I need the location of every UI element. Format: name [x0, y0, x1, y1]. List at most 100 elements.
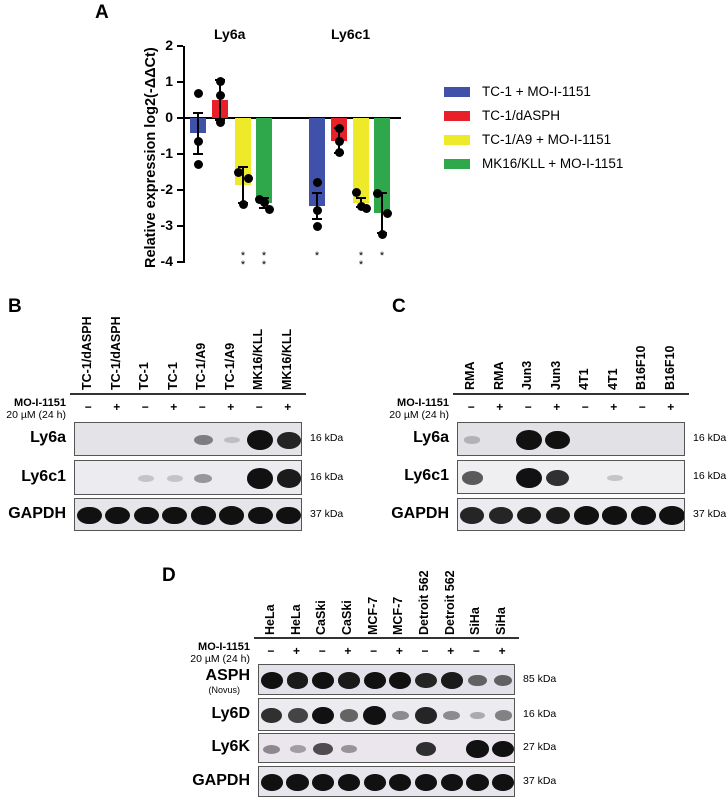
- treatment-drug-label: MO-I-1151: [397, 397, 449, 409]
- treatment-sign: −: [141, 400, 149, 414]
- protein-band: [493, 674, 513, 687]
- lane-label: 4T1: [577, 368, 592, 390]
- protein-band: [414, 774, 438, 791]
- significance-marker: * *: [358, 250, 364, 271]
- protein-band: [488, 507, 513, 524]
- protein-band: [287, 708, 308, 723]
- y-tick-mark: [177, 189, 183, 191]
- row-label: Ly6c1: [357, 467, 449, 485]
- treatment-sign: +: [610, 400, 618, 414]
- protein-band: [389, 672, 412, 689]
- protein-band: [391, 710, 409, 721]
- significance-marker: * *: [261, 250, 267, 271]
- lane-label: Detroit 562: [417, 570, 432, 635]
- data-point: [312, 206, 322, 216]
- data-point: [382, 208, 392, 218]
- legend-swatch: [444, 158, 470, 169]
- protein-band: [166, 475, 183, 482]
- blot-strip: [74, 422, 302, 456]
- protein-band: [516, 430, 543, 450]
- protein-band: [247, 468, 274, 489]
- protein-band: [440, 672, 463, 689]
- protein-band: [491, 740, 514, 758]
- treatment-dose-label: 20 µM (24 h): [190, 653, 250, 665]
- treatment-sign: +: [113, 400, 121, 414]
- lane-label: SiHa: [468, 607, 483, 635]
- treatment-sign: +: [496, 400, 504, 414]
- legend-swatch: [444, 134, 470, 145]
- y-tick-mark: [177, 45, 183, 47]
- lane-label: HeLa: [262, 604, 277, 635]
- y-tick-mark: [177, 117, 183, 119]
- lane-label: SiHa: [494, 607, 509, 635]
- protein-band: [312, 672, 335, 689]
- protein-band: [517, 506, 542, 525]
- protein-band: [219, 506, 245, 525]
- legend-item: MK16/KLL + MO-I-1151: [444, 156, 623, 171]
- protein-band: [516, 468, 543, 488]
- lane-label: CaSki: [314, 600, 329, 635]
- lane-label: TC-1/A9: [194, 342, 209, 390]
- data-point: [334, 148, 344, 158]
- error-bar: [242, 167, 244, 204]
- protein-band: [339, 709, 359, 722]
- y-tick-label: 0: [165, 109, 173, 125]
- molecular-weight-label: 27 kDa: [523, 741, 557, 753]
- treatment-sign: −: [638, 400, 646, 414]
- legend-item: TC-1 + MO-I-1151: [444, 84, 591, 99]
- treatment-sign: +: [284, 400, 292, 414]
- lane-label: Jun3: [520, 360, 535, 390]
- protein-band: [247, 430, 274, 450]
- lane-divider-line: [70, 393, 306, 395]
- lane-label: MK16/KLL: [279, 328, 294, 390]
- protein-band: [363, 774, 386, 791]
- y-tick-label: -2: [160, 181, 173, 197]
- protein-band: [312, 706, 335, 725]
- panel-label-b: B: [8, 296, 22, 317]
- blot-strip: [258, 733, 515, 763]
- blot-strip: [457, 460, 685, 494]
- molecular-weight-label: 16 kDa: [310, 432, 344, 444]
- protein-band: [247, 506, 273, 525]
- row-label: ASPH (Novus): [158, 667, 250, 695]
- treatment-sign: +: [447, 644, 455, 658]
- treatment-sign: −: [318, 644, 326, 658]
- y-tick-mark: [177, 225, 183, 227]
- protein-band: [440, 774, 463, 791]
- treatment-sign: +: [667, 400, 675, 414]
- blot-strip: [74, 460, 302, 495]
- protein-band: [465, 740, 489, 758]
- lane-label: RMA: [463, 361, 478, 390]
- legend-label: TC-1/dASPH: [482, 108, 561, 123]
- y-tick-label: 2: [165, 37, 173, 53]
- row-label-text: Ly6a: [413, 429, 449, 446]
- lane-label: MCF-7: [391, 596, 406, 635]
- data-point: [361, 204, 371, 214]
- lane-label: MCF-7: [365, 596, 380, 635]
- row-label-text: Ly6c1: [21, 467, 66, 485]
- blot-strip: [258, 698, 515, 731]
- treatment-sign: +: [498, 644, 506, 658]
- treatment-header: MO-I-1151 20 µM (24 h): [146, 641, 250, 665]
- protein-band: [193, 434, 213, 446]
- chart-group-title-ly6a: Ly6a: [214, 26, 246, 42]
- legend-label: MK16/KLL + MO-I-1151: [482, 156, 624, 171]
- lane-label: Jun3: [548, 360, 563, 390]
- molecular-weight-label: 16 kDa: [310, 470, 344, 483]
- panel-label-c: C: [392, 296, 406, 317]
- treatment-sign: −: [255, 400, 263, 414]
- error-cap: [259, 207, 269, 210]
- lane-label: MK16/KLL: [251, 328, 266, 390]
- blot-strip: [457, 422, 685, 456]
- protein-band: [363, 706, 386, 725]
- lane-divider-line: [254, 637, 519, 639]
- data-point: [215, 90, 225, 100]
- panel-label-a: A: [95, 2, 109, 23]
- protein-band: [138, 475, 155, 482]
- lane-label: TC-1/dASPH: [108, 316, 123, 390]
- protein-band: [415, 741, 437, 757]
- treatment-dose-label: 20 µM (24 h): [6, 409, 66, 421]
- molecular-weight-label: 37 kDa: [693, 507, 727, 520]
- data-point: [215, 117, 225, 127]
- treatment-header: MO-I-1151 20 µM (24 h): [345, 397, 449, 421]
